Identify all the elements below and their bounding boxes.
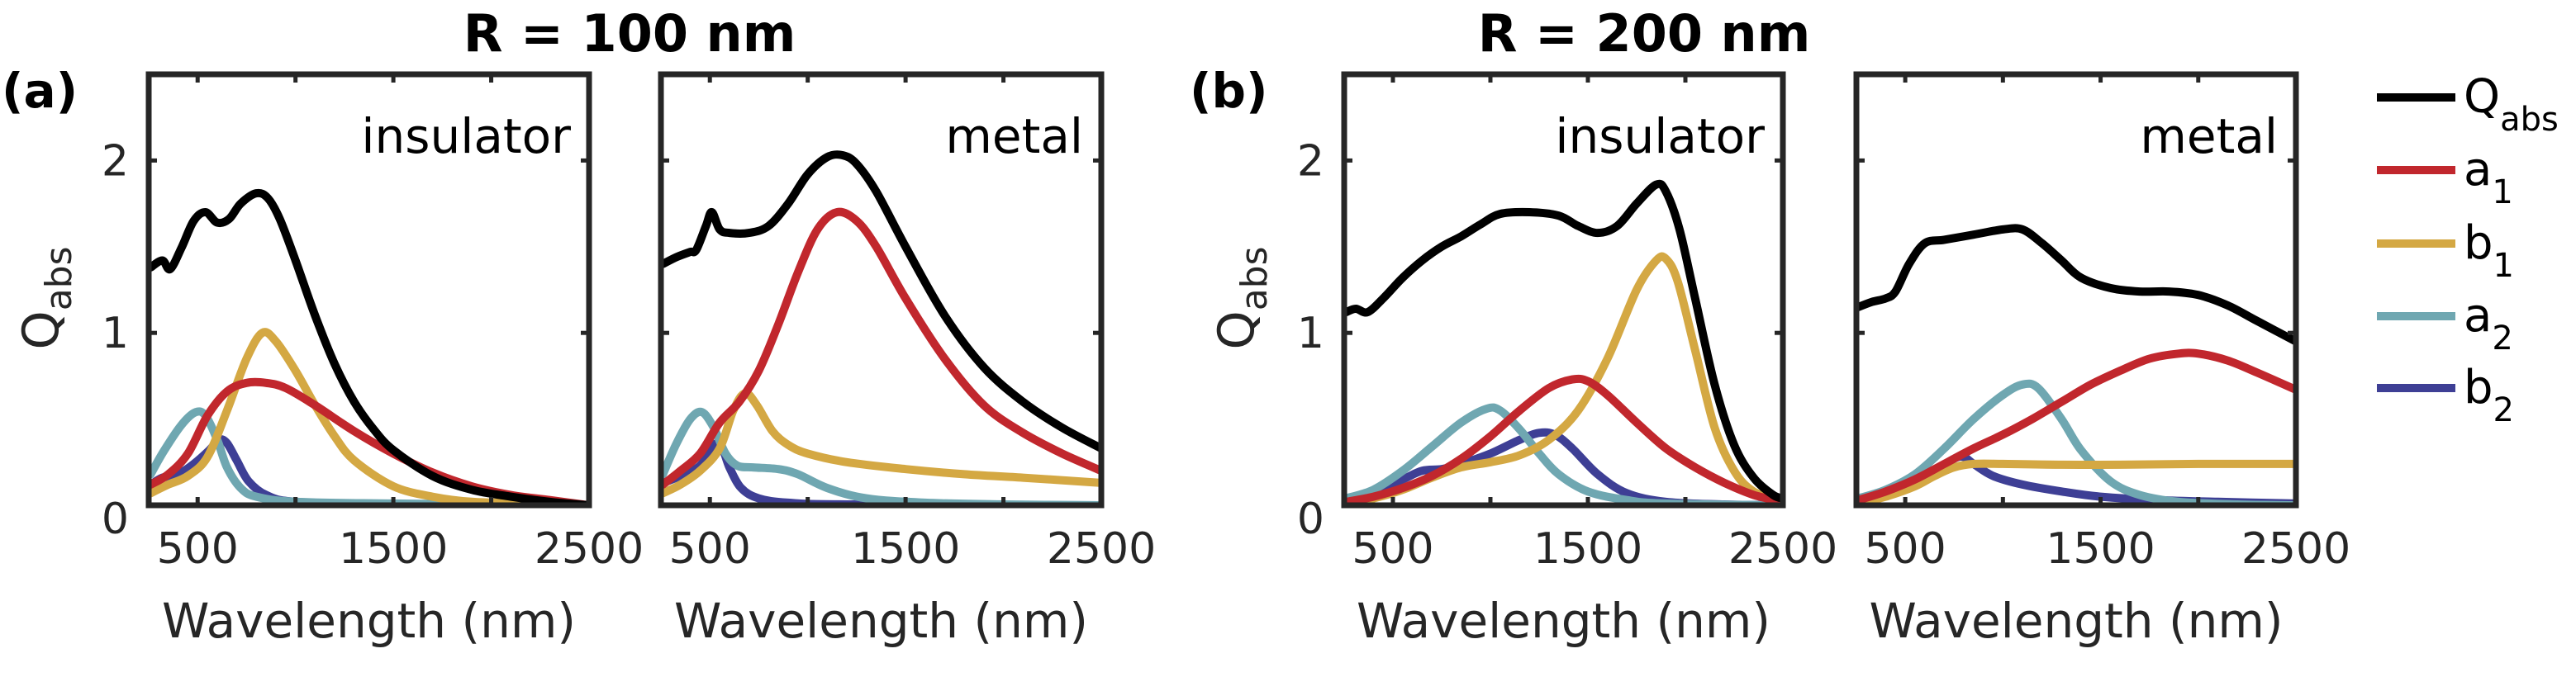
x-tick-label: 1500: [2046, 524, 2155, 574]
legend-entry-a1: a1: [2377, 143, 2513, 211]
y-tick-label: 0: [102, 495, 129, 544]
x-tick-label: 2500: [2241, 524, 2350, 574]
panel-b-insulator: 500 1500 2500 0 1 2 Wavelength (nm) Qabs insulat…: [1208, 71, 1837, 649]
x-tick-label: 2500: [1728, 524, 1837, 574]
x-axis-label: Wavelength (nm): [162, 593, 576, 649]
x-tick-label: 1500: [1533, 524, 1642, 574]
x-tick-label: 500: [669, 524, 751, 574]
panel-annotation: metal: [945, 108, 1083, 164]
plot-area: [1856, 224, 2296, 505]
axes-frame: [658, 71, 1105, 509]
legend-entry-b2: b2: [2377, 361, 2514, 429]
y-tick-label: 0: [1297, 495, 1324, 544]
series-line-a2: [1344, 403, 1783, 505]
legend-label: a1: [2464, 143, 2513, 211]
x-tick-label: 1500: [851, 524, 960, 574]
x-tick-label: 500: [1352, 524, 1433, 574]
panel-annotation: insulator: [1555, 108, 1765, 164]
panel-a-insulator: 500 1500 2500 0 1 2 Wavelength (nm) Qabs insulat…: [12, 71, 644, 649]
series-line-Qabs: [1344, 179, 1783, 503]
panel-annotation: insulator: [361, 108, 571, 164]
y-axis-label: Qabs: [1208, 246, 1276, 349]
series-line-b1: [1856, 459, 2296, 505]
legend-entry-Qabs: Qabs: [2377, 70, 2559, 139]
legend-label: a2: [2464, 289, 2513, 357]
legend-entry-b1: b1: [2377, 216, 2514, 285]
series-line-b1: [661, 389, 1101, 498]
axes-frame: [145, 71, 592, 509]
panel-b-metal: 500 1500 2500 Wavelength (nm) metal: [1853, 71, 2350, 649]
plot-area: [1344, 179, 1783, 505]
y-axis-label: Qabs: [12, 246, 80, 349]
panel-annotation: metal: [2140, 108, 2278, 164]
series-line-Qabs: [661, 150, 1101, 453]
plot-area: [661, 150, 1101, 505]
series-line-a1: [1344, 374, 1783, 505]
legend-label: Qabs: [2464, 70, 2559, 139]
x-tick-label: 1500: [339, 524, 448, 574]
x-tick-label: 2500: [535, 524, 644, 574]
x-tick-label: 500: [157, 524, 239, 574]
panel-letter-b: (b): [1190, 63, 1268, 119]
y-tick-label: 1: [102, 309, 129, 358]
panel-a-metal: 500 1500 2500 Wavelength (nm) metal: [658, 71, 1156, 649]
series-line-b1: [149, 328, 589, 505]
panel-letter-a: (a): [2, 63, 78, 119]
x-axis-label: Wavelength (nm): [674, 593, 1088, 649]
y-tick-label: 1: [1297, 309, 1324, 358]
x-axis-label: Wavelength (nm): [1869, 593, 2283, 649]
series-line-Qabs: [1856, 224, 2296, 346]
series-line-Qabs: [149, 188, 589, 505]
axes-frame: [1341, 71, 1786, 509]
y-tick-label: 2: [102, 136, 129, 186]
series-line-a1: [661, 207, 1101, 489]
plot-area: [149, 188, 589, 505]
series-line-a2: [1856, 379, 2296, 505]
series-line-a1: [1856, 348, 2296, 504]
legend-label: b1: [2464, 216, 2514, 285]
figure-title-a: R = 100 nm: [463, 3, 796, 64]
x-tick-label: 2500: [1047, 524, 1156, 574]
legend-entry-a2: a2: [2377, 289, 2513, 357]
y-tick-label: 2: [1297, 136, 1324, 186]
axes-frame: [1853, 71, 2299, 509]
legend-label: b2: [2464, 361, 2514, 429]
figure-title-b: R = 200 nm: [1478, 3, 1811, 64]
x-axis-label: Wavelength (nm): [1357, 593, 1770, 649]
x-tick-label: 500: [1864, 524, 1946, 574]
